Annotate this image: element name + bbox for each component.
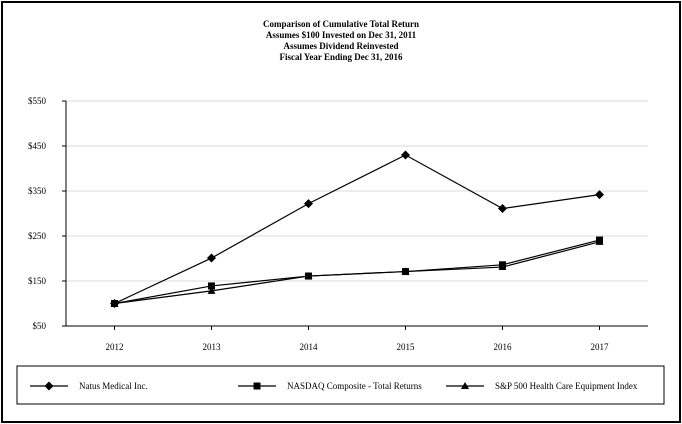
grid-lines: [66, 100, 648, 282]
data-point: [304, 199, 313, 209]
series-line: [114, 154, 600, 305]
axes: [65, 101, 648, 327]
series-lines: [110, 150, 604, 308]
series-line: [114, 241, 600, 305]
data-point: [595, 237, 604, 245]
x-tick-label: 2014: [300, 342, 319, 352]
chart-title: Comparison of Cumulative Total ReturnAss…: [263, 19, 419, 62]
data-point: [208, 282, 215, 290]
x-tick-label: 2015: [397, 342, 416, 352]
data-point: [595, 190, 604, 200]
legend-marker: [44, 381, 54, 391]
x-tick-label: 2013: [203, 342, 222, 352]
y-axis-ticks: $50 $150 $250 $350 $450 $550: [28, 96, 66, 331]
data-point: [401, 267, 410, 275]
x-axis-ticks: 2012 2013 2014 2015 2016 2017: [106, 326, 610, 352]
x-tick-label: 2017: [591, 342, 610, 352]
legend-label: Natus Medical Inc.: [79, 381, 148, 391]
data-point: [207, 253, 216, 263]
legend-marker: [253, 382, 261, 390]
chart-title-line: Assumes $100 Invested on Dec 31, 2011: [266, 30, 417, 40]
data-point: [401, 150, 410, 160]
chart-title-line: Fiscal Year Ending Dec 31, 2016: [280, 52, 403, 62]
y-tick-label: $550: [28, 96, 47, 106]
chart-title-line: Assumes Dividend Reinvested: [283, 41, 398, 51]
data-point: [110, 299, 119, 307]
legend-label: S&P 500 Health Care Equipment Index: [495, 381, 638, 391]
y-tick-label: $350: [28, 186, 47, 196]
x-tick-label: 2012: [106, 342, 124, 352]
legend-marker: [461, 382, 469, 389]
data-point: [304, 272, 313, 280]
chart-title-line: Comparison of Cumulative Total Return: [263, 19, 419, 29]
y-tick-label: $50: [33, 321, 47, 331]
y-tick-label: $450: [28, 141, 47, 151]
data-point: [498, 263, 507, 271]
legend-label: NASDAQ Composite - Total Returns: [287, 381, 422, 391]
legend-box: [16, 365, 665, 405]
data-point: [207, 286, 216, 294]
y-tick-label: $150: [28, 276, 47, 286]
legend: Natus Medical Inc. NASDAQ Composite - Tot…: [16, 365, 665, 405]
data-point: [498, 204, 507, 214]
y-tick-label: $250: [28, 231, 47, 241]
x-tick-label: 2016: [494, 342, 513, 352]
